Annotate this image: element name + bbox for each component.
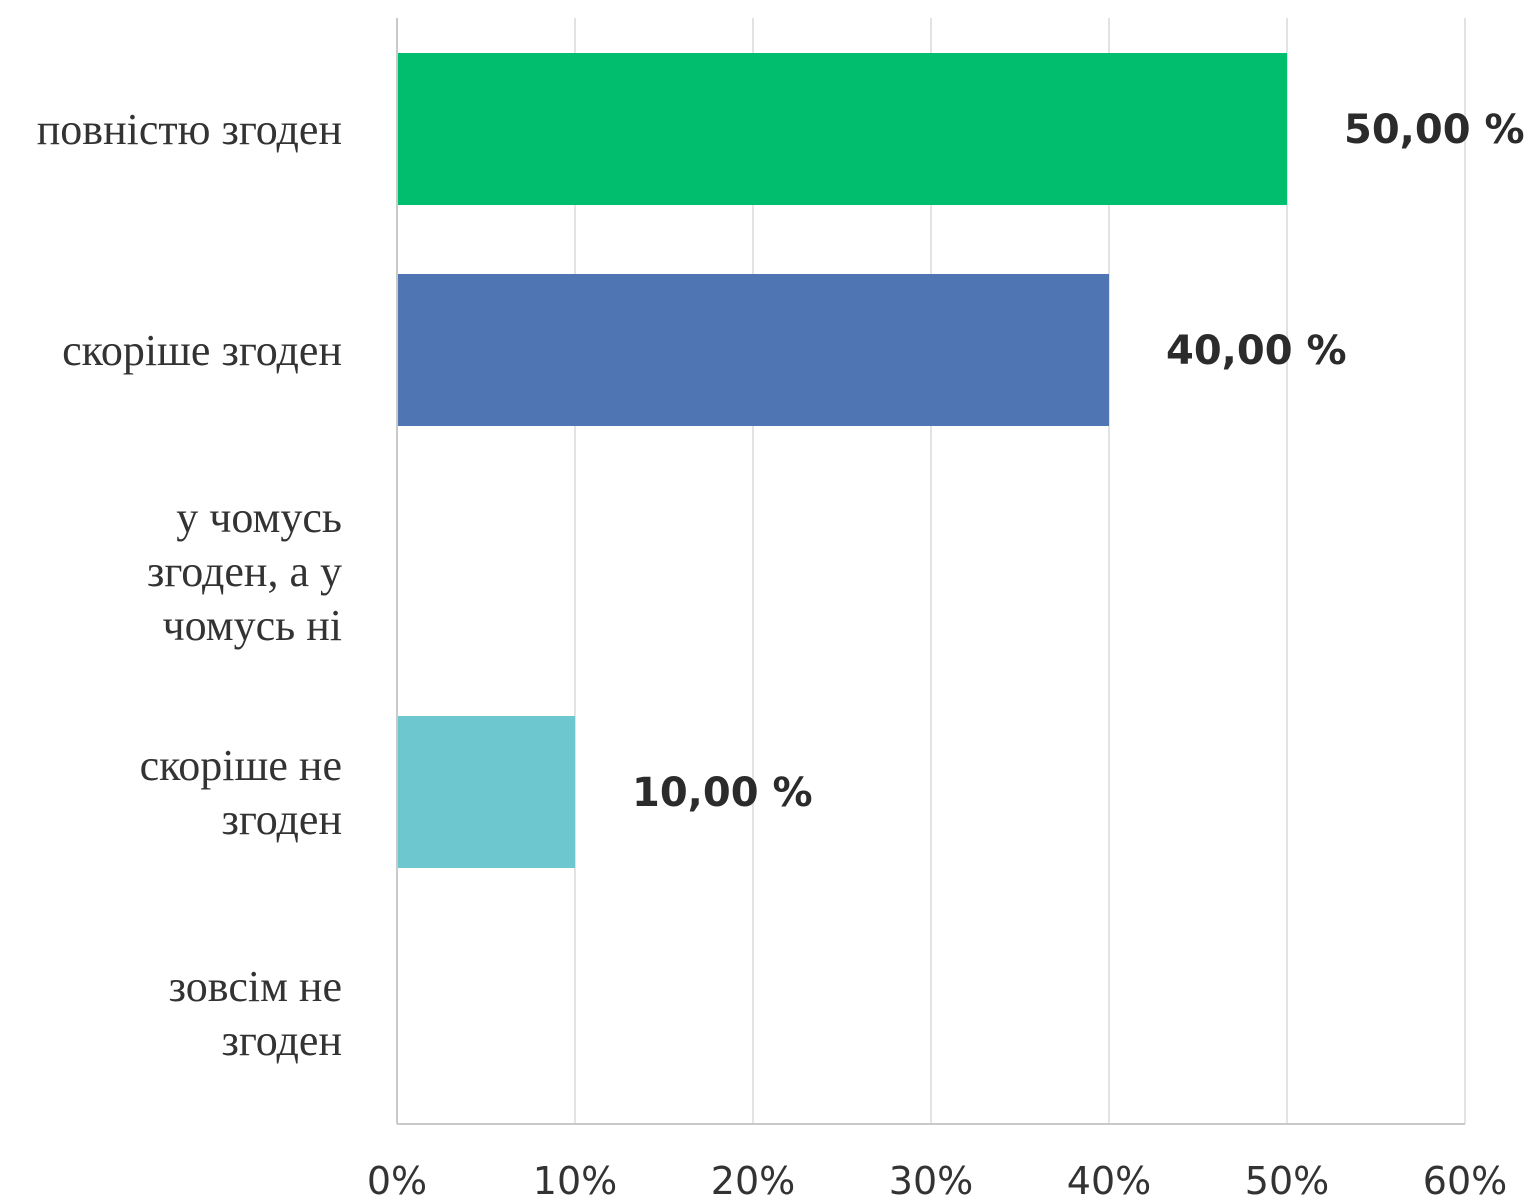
category-label-4: скоріше не згоден — [140, 741, 342, 844]
category-label-5: зовсім не згоден — [169, 962, 342, 1065]
x-tick-label-0: 0% — [367, 1159, 427, 1202]
x-tick-label-20: 20% — [711, 1159, 795, 1202]
data-label-4: 10,00 % — [632, 770, 813, 816]
bars — [397, 53, 1287, 868]
x-tick-label-40: 40% — [1067, 1159, 1151, 1202]
bar-4 — [397, 716, 575, 868]
bar-1 — [397, 53, 1287, 205]
x-tick-label-10: 10% — [533, 1159, 617, 1202]
category-label-3: у чомусь згоден, а у чомусь ні — [147, 493, 342, 650]
data-label-1: 50,00 % — [1344, 107, 1525, 153]
x-tick-label-30: 30% — [889, 1159, 973, 1202]
x-tick-labels: 0% 10% 20% 30% 40% 50% 60% — [367, 1159, 1507, 1202]
x-tick-label-50: 50% — [1245, 1159, 1329, 1202]
category-label-1: повністю згоден — [37, 105, 342, 154]
data-label-2: 40,00 % — [1166, 328, 1347, 374]
bar-2 — [397, 274, 1109, 426]
category-labels: повністю згоден скоріше згоден у чомусь зго… — [37, 105, 342, 1065]
category-label-2: скоріше згоден — [62, 326, 342, 375]
data-labels: 50,00 % 40,00 % 10,00 % — [632, 107, 1525, 816]
x-tick-label-60: 60% — [1423, 1159, 1507, 1202]
